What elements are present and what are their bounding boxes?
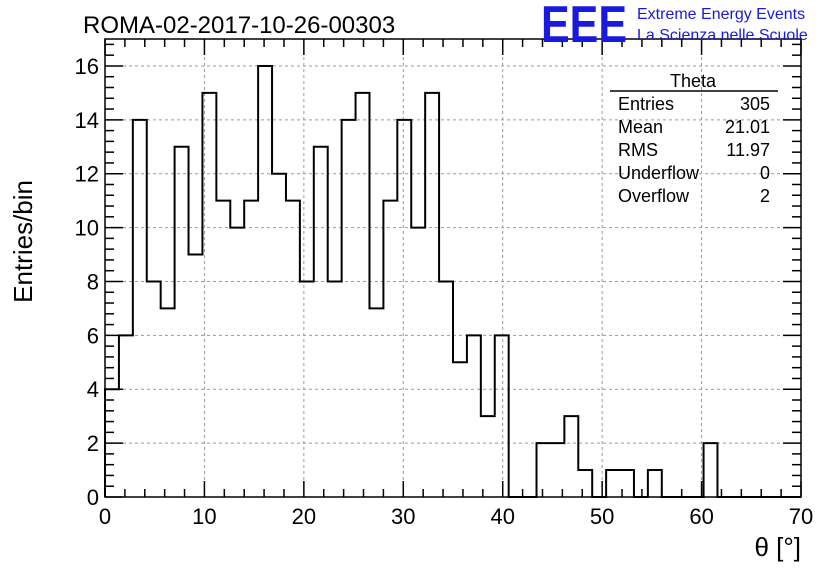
stats-label: Overflow — [618, 186, 690, 206]
histogram-bin — [550, 443, 564, 497]
x-tick-label: 70 — [789, 504, 813, 529]
x-tick-label: 20 — [292, 504, 316, 529]
y-tick-label: 16 — [75, 54, 99, 79]
axis-ticks — [104, 39, 802, 498]
x-tick-label: 60 — [689, 504, 713, 529]
histogram-bin — [425, 93, 439, 497]
y-axis-title: Entries/bin — [8, 180, 38, 303]
stats-value: 11.97 — [726, 140, 770, 160]
histogram-bin — [314, 147, 328, 497]
y-tick-label: 0 — [87, 485, 99, 510]
histogram-bin — [467, 335, 481, 497]
histogram-bin — [704, 443, 718, 497]
histogram-bin — [356, 93, 370, 497]
histogram-bin — [606, 470, 620, 497]
stats-rows: Entries 305 Mean 21.01 RMS 11.97 Underflow 0 Ove… — [618, 94, 770, 206]
stats-value: 2 — [760, 186, 770, 206]
histogram-bin — [133, 120, 147, 497]
stats-label: Entries — [618, 94, 674, 114]
histogram-bin — [161, 308, 175, 497]
histogram-bin — [286, 201, 300, 497]
histogram-bin — [369, 308, 383, 497]
histogram-bin — [537, 443, 551, 497]
stats-value: 305 — [740, 94, 770, 114]
histogram-bin — [230, 228, 244, 497]
histogram-bin — [481, 416, 495, 497]
logo-line-2: La Scienza nelle Scuole — [637, 27, 808, 44]
y-tick-label: 6 — [87, 323, 99, 348]
x-axis-title: θ [°] — [754, 532, 801, 562]
histogram-bin — [411, 228, 425, 497]
histogram-bin — [383, 201, 397, 497]
histogram-bin — [453, 362, 467, 497]
histogram-bin — [119, 335, 133, 497]
histogram-bin — [397, 120, 411, 497]
x-tick-label: 10 — [192, 504, 216, 529]
y-tick-label: 4 — [87, 377, 99, 402]
logo-line-1: Extreme Energy Events — [637, 6, 805, 23]
histogram-bin — [216, 201, 230, 497]
y-tick-label: 2 — [87, 431, 99, 456]
histogram-bin — [189, 255, 203, 497]
stats-label: Underflow — [618, 163, 700, 183]
eee-logo: EEE Extreme Energy Events La Scienza nel… — [541, 0, 808, 54]
x-tick-label: 50 — [590, 504, 614, 529]
y-tick-label: 8 — [87, 269, 99, 294]
x-tick-label: 30 — [391, 504, 415, 529]
histogram-bin — [244, 201, 258, 497]
y-tick-label: 14 — [75, 108, 99, 133]
y-tick-label: 10 — [75, 216, 99, 241]
stats-value: 21.01 — [725, 117, 770, 137]
y-tick-label: 12 — [75, 162, 99, 187]
grid-lines — [105, 39, 801, 497]
stats-box: Theta Entries 305 Mean 21.01 RMS 11.97 Underfl… — [610, 71, 778, 206]
histogram-bin — [564, 416, 578, 497]
histogram-bin — [578, 470, 592, 497]
eee-logo-mark: EEE — [541, 0, 627, 54]
histogram-bin — [342, 120, 356, 497]
histogram-bin — [648, 470, 662, 497]
stats-title: Theta — [670, 71, 717, 91]
plot-frame — [104, 38, 802, 498]
histogram-bin — [175, 147, 189, 497]
x-tick-label: 40 — [490, 504, 514, 529]
chart-title: ROMA-02-2017-10-26-00303 — [83, 12, 395, 39]
stats-label: RMS — [618, 140, 658, 160]
histogram-bin — [495, 335, 509, 497]
stats-label: Mean — [618, 117, 663, 137]
stats-value: 0 — [760, 163, 770, 183]
x-tick-label: 0 — [99, 504, 111, 529]
